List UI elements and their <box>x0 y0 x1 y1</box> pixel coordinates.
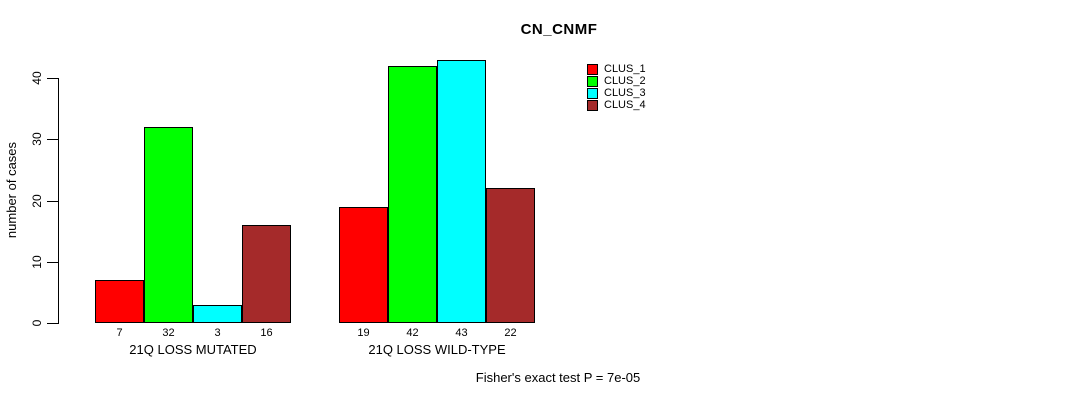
bar-value-label: 43 <box>455 327 468 339</box>
bar-value-label: 42 <box>406 327 419 339</box>
bar-value-label: 19 <box>357 327 370 339</box>
bar-clus_2-2 <box>388 66 437 323</box>
bar-clus_1-1 <box>95 280 144 323</box>
y-tick-label: 40 <box>30 71 44 85</box>
bar-clus_4-2 <box>486 188 535 323</box>
bar-value-label: 32 <box>162 327 175 339</box>
y-tick <box>47 201 58 202</box>
legend-row: CLUS_3 <box>587 88 646 99</box>
legend-row: CLUS_1 <box>587 64 646 75</box>
y-tick <box>47 323 58 324</box>
legend-label: CLUS_1 <box>604 63 646 75</box>
bar-clus_1-2 <box>339 207 388 323</box>
statistical-test-annotation: Fisher's exact test P = 7e-05 <box>475 370 641 385</box>
group-category-label: 21Q LOSS MUTATED <box>129 342 257 357</box>
bar-value-label: 16 <box>260 327 273 339</box>
legend-swatch-clus_1 <box>587 64 598 75</box>
bar-value-label: 22 <box>504 327 517 339</box>
legend-label: CLUS_3 <box>604 87 646 99</box>
legend-row: CLUS_4 <box>587 100 646 111</box>
legend-swatch-clus_4 <box>587 100 598 111</box>
y-tick <box>47 78 58 79</box>
legend-row: CLUS_2 <box>587 76 646 87</box>
chart-title: CN_CNMF <box>520 21 598 38</box>
legend: CLUS_1 CLUS_2 CLUS_3 CLUS_4 <box>587 64 646 112</box>
y-tick-label: 0 <box>30 319 44 327</box>
y-tick-label: 10 <box>30 255 44 269</box>
y-axis-line <box>58 78 59 324</box>
legend-swatch-clus_2 <box>587 76 598 87</box>
bar-clus_3-2 <box>437 60 486 323</box>
y-tick-label: 20 <box>30 194 44 208</box>
bar-clus_4-1 <box>242 225 291 323</box>
y-tick <box>47 139 58 140</box>
y-tick <box>47 262 58 263</box>
legend-label: CLUS_2 <box>604 75 646 87</box>
legend-swatch-clus_3 <box>587 88 598 99</box>
y-axis-label: number of cases <box>4 141 19 239</box>
y-tick-label: 30 <box>30 132 44 146</box>
group-category-label: 21Q LOSS WILD-TYPE <box>368 342 506 357</box>
bar-clus_2-1 <box>144 127 193 323</box>
bar-value-label: 7 <box>116 327 123 339</box>
legend-label: CLUS_4 <box>604 99 646 111</box>
bar-value-label: 3 <box>214 327 221 339</box>
bar-clus_3-1 <box>193 305 242 323</box>
